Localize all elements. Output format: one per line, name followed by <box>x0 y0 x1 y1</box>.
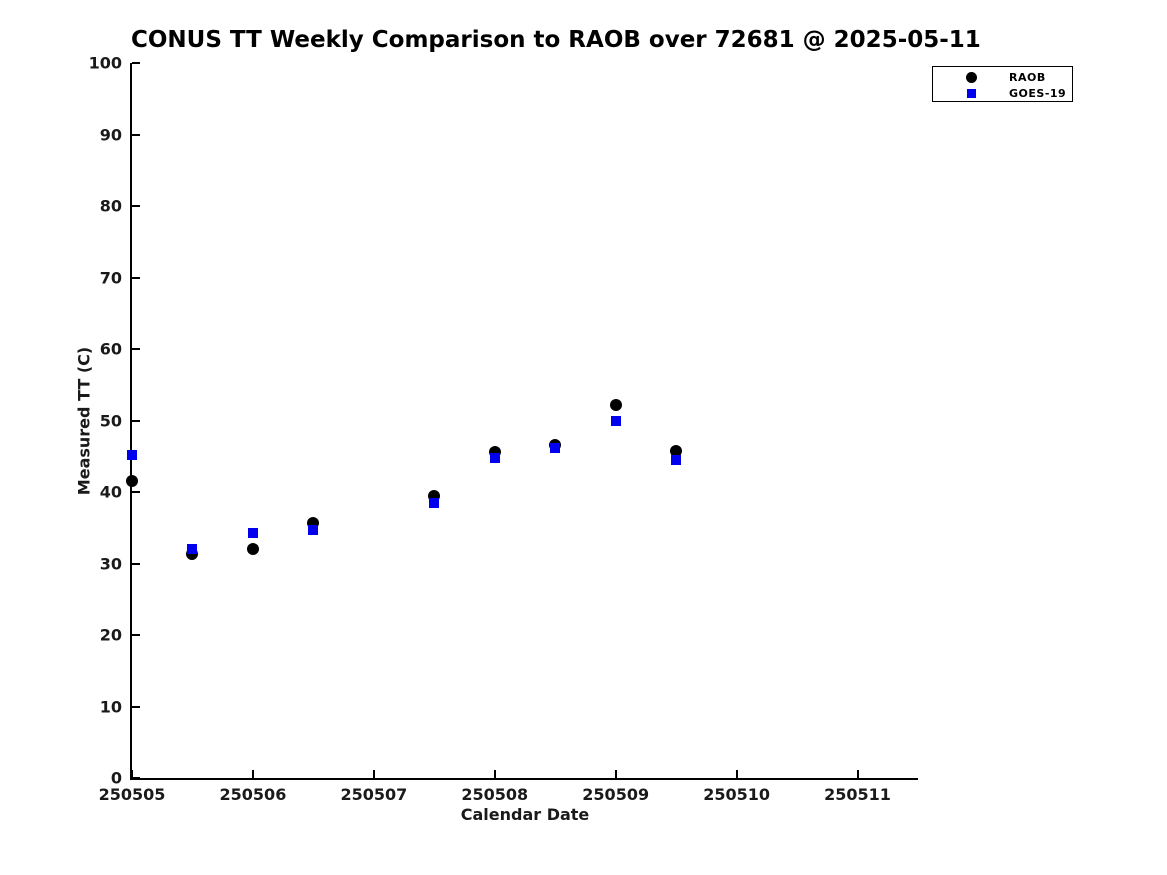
legend-label-raob: RAOB <box>1009 70 1046 84</box>
y-tick-mark <box>132 419 140 422</box>
y-tick-mark <box>132 62 140 64</box>
raob-point <box>670 445 683 458</box>
x-tick-label: 250508 <box>461 785 529 804</box>
goes-19-point <box>550 442 561 453</box>
y-tick-mark <box>132 705 140 708</box>
legend-label-goes-19: GOES-19 <box>1009 86 1067 100</box>
y-tick-mark <box>132 276 140 279</box>
y-tick-mark <box>132 562 140 565</box>
y-tick-label: 90 <box>99 125 122 144</box>
y-tick-mark <box>132 205 140 207</box>
x-tick-label: 250510 <box>703 785 771 804</box>
x-tick-label: 250505 <box>98 785 166 804</box>
goes-19-point <box>429 498 440 509</box>
raob-point <box>609 398 622 411</box>
goes-19-square-marker-icon <box>966 88 976 98</box>
goes-19-point <box>187 544 198 555</box>
legend-item-goes-19: GOES-19 <box>933 85 1072 101</box>
x-tick-mark <box>614 770 617 778</box>
legend-item-raob: RAOB <box>933 69 1072 85</box>
y-tick-label: 70 <box>99 268 122 287</box>
chart-title: CONUS TT Weekly Comparison to RAOB over … <box>131 27 981 53</box>
raob-circle-marker-icon <box>965 71 977 83</box>
x-tick-mark <box>856 770 859 778</box>
y-tick-mark <box>132 634 140 636</box>
y-tick-label: 20 <box>99 625 122 645</box>
y-tick-label: 80 <box>99 196 122 216</box>
y-tick-label: 10 <box>99 697 122 716</box>
x-tick-mark <box>251 770 254 778</box>
goes-19-point <box>308 524 319 535</box>
y-tick-label: 60 <box>99 339 122 359</box>
plot-area: Calendar Date Measured TT (C) 250505 2505… <box>75 54 918 824</box>
y-axis-line <box>130 63 132 780</box>
y-tick-label: 40 <box>99 482 122 502</box>
y-tick-label: 0 <box>110 768 122 788</box>
raob-point <box>246 543 259 556</box>
y-tick-mark <box>132 348 140 350</box>
x-tick-label: 250509 <box>582 785 650 804</box>
x-tick-label: 250506 <box>219 785 287 804</box>
x-tick-mark <box>735 770 738 778</box>
y-tick-label: 50 <box>99 411 122 430</box>
y-tick-mark <box>132 491 140 493</box>
x-tick-mark <box>131 770 133 778</box>
goes-19-point <box>247 528 258 539</box>
y-tick-label: 100 <box>88 53 122 73</box>
goes-19-point <box>489 452 500 463</box>
goes-19-point <box>610 416 621 427</box>
legend: RAOB GOES-19 <box>932 66 1073 102</box>
y-tick-mark <box>132 133 140 136</box>
x-tick-mark <box>493 770 496 778</box>
y-axis-label: Measured TT (C) <box>74 346 94 495</box>
raob-point <box>126 475 138 488</box>
x-tick-label: 250511 <box>824 785 891 804</box>
goes-19-point <box>671 454 682 465</box>
y-tick-mark <box>132 777 140 779</box>
goes-19-point <box>127 449 137 460</box>
y-tick-label: 30 <box>99 554 122 573</box>
x-tick-label: 250507 <box>340 785 408 804</box>
x-axis-line <box>130 778 918 780</box>
x-axis-label: Calendar Date <box>460 805 590 824</box>
x-tick-mark <box>372 770 375 778</box>
